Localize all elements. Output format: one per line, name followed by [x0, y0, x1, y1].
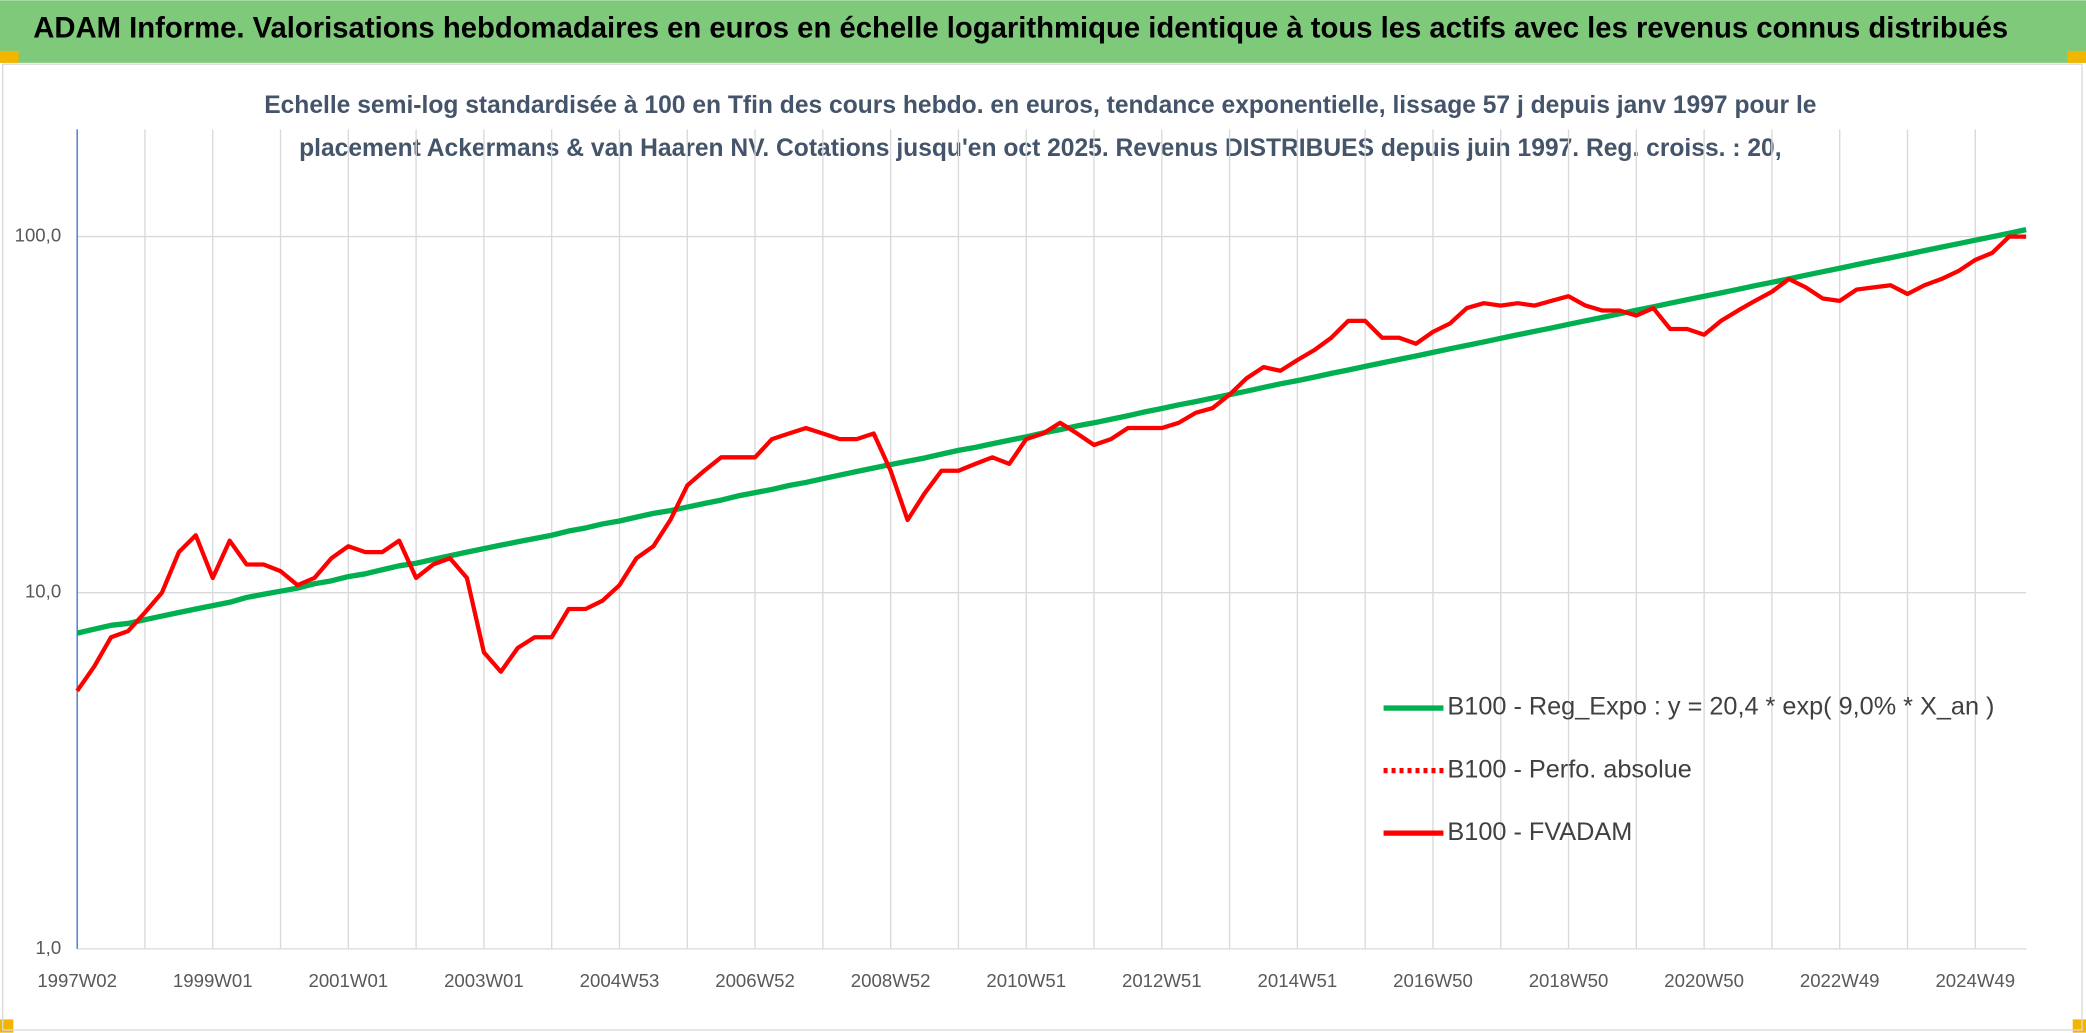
- corner-marker: [0, 50, 19, 63]
- x-tick-label: 1997W02: [37, 970, 117, 991]
- series-line: [76, 227, 2027, 636]
- y-tick-label: 100,0: [15, 224, 62, 245]
- x-tick-label: 2024W49: [1935, 970, 2015, 991]
- x-tick-label: 2010W51: [986, 970, 1066, 991]
- chart-subtitle: placement Ackermans & van Haaren NV. Cot…: [299, 135, 1781, 162]
- series-line: [75, 234, 2027, 693]
- x-tick-label: 2001W01: [308, 970, 388, 991]
- legend-label: B100 - Perfo. absolue: [1447, 755, 1691, 783]
- x-tick-label: 2016W50: [1393, 970, 1473, 991]
- chart-frame: [1, 63, 2083, 1031]
- x-tick-label: 2020W50: [1664, 970, 1744, 991]
- x-tick-label: 2003W01: [444, 970, 524, 991]
- x-tick-label: 1999W01: [173, 970, 253, 991]
- x-tick-label: 2014W51: [1258, 970, 1338, 991]
- x-tick-label: 2018W50: [1529, 970, 1609, 991]
- legend-label: B100 - FVADAM: [1447, 818, 1632, 846]
- x-tick-label: 2008W52: [851, 970, 931, 991]
- x-tick-label: 2004W53: [580, 970, 660, 991]
- title-banner: [0, 0, 2086, 63]
- x-tick-label: 2022W49: [1800, 970, 1880, 991]
- x-tick-label: 2012W51: [1122, 970, 1202, 991]
- chart-subtitle: Echelle semi-log standardisée à 100 en T…: [264, 92, 1816, 119]
- chart-title: ADAM Informe. Valorisations hebdomadaire…: [33, 12, 2008, 44]
- y-tick-label: 1,0: [35, 937, 61, 958]
- corner-marker: [2072, 1019, 2086, 1033]
- x-tick-label: 2006W52: [715, 970, 795, 991]
- corner-marker: [2067, 50, 2086, 63]
- y-tick-label: 10,0: [25, 581, 61, 602]
- legend-label: B100 - Reg_Expo : y = 20,4 * exp( 9,0% *…: [1447, 693, 1994, 721]
